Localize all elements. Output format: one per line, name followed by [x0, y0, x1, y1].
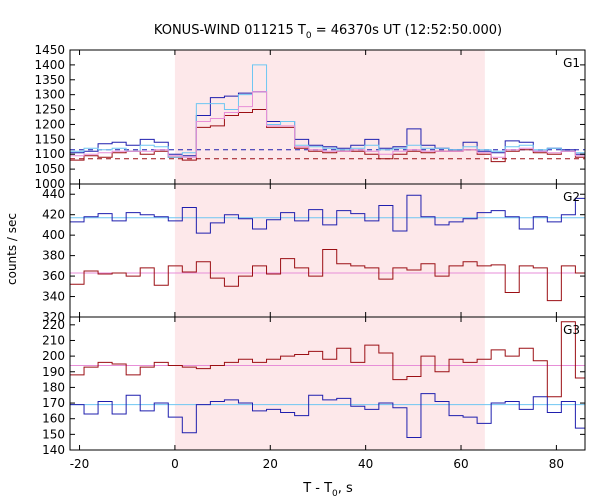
highlight-band — [174, 184, 485, 317]
y-tick-label: 140 — [42, 443, 65, 457]
x-tick-label: 40 — [358, 457, 373, 471]
x-tick-label: 80 — [549, 457, 564, 471]
y-tick-label: 400 — [42, 228, 65, 242]
y-tick-label: 1400 — [34, 58, 65, 72]
chart-title-tail: = 46370s UT (12:52:50.000) — [312, 23, 502, 38]
plot-area — [70, 321, 585, 438]
y-tick-label: 420 — [42, 208, 65, 222]
y-tick-label: 380 — [42, 249, 65, 263]
x-tick-label: 20 — [263, 457, 278, 471]
series-red — [70, 248, 585, 302]
series-red — [70, 321, 585, 398]
y-tick-label: 320 — [42, 310, 65, 324]
y-tick-label: 180 — [42, 380, 65, 394]
y-tick-label: 1250 — [34, 103, 65, 117]
y-tick-label: 440 — [42, 187, 65, 201]
y-tick-label: 1050 — [34, 162, 65, 176]
plot-area — [70, 64, 585, 163]
series-blue — [70, 91, 585, 157]
x-axis-label-sub: 0 — [332, 489, 338, 499]
y-tick-label: 1350 — [34, 73, 65, 87]
x-axis-label: T - T0, s — [302, 481, 353, 499]
y-axis-label: counts / sec — [5, 213, 19, 285]
series-blue — [70, 393, 585, 438]
y-tick-label: 190 — [42, 365, 65, 379]
series-pink — [70, 91, 585, 158]
series-blue — [70, 194, 585, 234]
x-axis-label-main: T - T — [302, 481, 332, 496]
y-tick-label: 1450 — [34, 43, 65, 57]
y-tick-label: 1150 — [34, 132, 65, 146]
panel-label: G3 — [563, 323, 580, 337]
plot-area — [70, 194, 585, 302]
y-tick-label: 360 — [42, 269, 65, 283]
panel-label: G2 — [563, 190, 580, 204]
y-tick-label: 170 — [42, 396, 65, 410]
x-tick-label: -20 — [70, 457, 90, 471]
x-axis-label-tail: , s — [338, 481, 353, 496]
x-tick-label: 60 — [453, 457, 468, 471]
panels-group: 1000105011001150120012501300135014001450… — [34, 43, 586, 471]
highlight-band — [174, 317, 485, 450]
highlight-band — [174, 50, 485, 184]
y-tick-label: 1300 — [34, 88, 65, 102]
y-tick-label: 210 — [42, 333, 65, 347]
panel-g2: 320 340 360 380 400 420 440 G2 — [42, 183, 586, 324]
x-tick-label: 0 — [171, 457, 179, 471]
y-tick-label: 1000 — [34, 177, 65, 191]
panel-frame — [69, 316, 586, 451]
chart-title-main: KONUS-WIND 011215 T — [154, 23, 306, 38]
chart-title: KONUS-WIND 011215 T0 = 46370s UT (12:52:… — [154, 23, 502, 41]
chart-title-sub: 0 — [306, 31, 312, 41]
y-tick-label: 1200 — [34, 117, 65, 131]
series-light-blue — [70, 64, 585, 158]
y-tick-label: 150 — [42, 427, 65, 441]
y-tick-label: 200 — [42, 349, 65, 363]
y-tick-label: 1100 — [34, 147, 65, 161]
y-tick-label: 160 — [42, 412, 65, 426]
y-tick-label: 340 — [42, 290, 65, 304]
panel-g1: 1000105011001150120012501300135014001450… — [34, 43, 586, 191]
panel-label: G1 — [563, 56, 580, 70]
y-tick-label: 220 — [42, 318, 65, 332]
